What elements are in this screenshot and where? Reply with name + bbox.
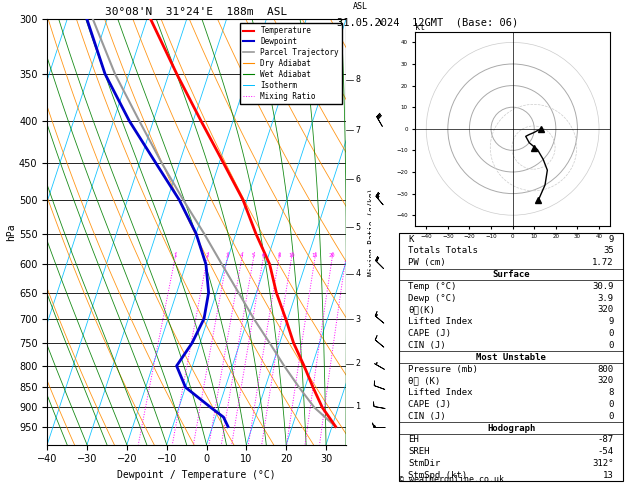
Text: 7: 7 <box>356 126 361 135</box>
Text: 10: 10 <box>288 253 295 259</box>
Text: 6: 6 <box>356 175 361 184</box>
Text: 35: 35 <box>603 246 614 256</box>
Text: PW (cm): PW (cm) <box>408 258 446 267</box>
Text: Mixing Ratio (g/kg): Mixing Ratio (g/kg) <box>369 188 377 276</box>
Text: 0: 0 <box>608 341 614 350</box>
Text: 6: 6 <box>262 253 265 259</box>
Text: Pressure (mb): Pressure (mb) <box>408 364 478 374</box>
Text: Dewp (°C): Dewp (°C) <box>408 294 457 303</box>
Text: Lifted Index: Lifted Index <box>408 388 473 397</box>
Text: -87: -87 <box>598 435 614 444</box>
Text: 8: 8 <box>356 75 361 84</box>
Text: 320: 320 <box>598 306 614 314</box>
Text: Surface: Surface <box>493 270 530 279</box>
Text: 800: 800 <box>598 364 614 374</box>
Text: 31.05.2024  12GMT  (Base: 06): 31.05.2024 12GMT (Base: 06) <box>337 17 518 27</box>
Text: 8: 8 <box>608 388 614 397</box>
Text: 312°: 312° <box>593 459 614 468</box>
Text: Temp (°C): Temp (°C) <box>408 282 457 291</box>
Text: 2: 2 <box>206 253 209 259</box>
Text: 1.72: 1.72 <box>593 258 614 267</box>
Text: 4: 4 <box>240 253 243 259</box>
Text: kt: kt <box>415 22 425 32</box>
Text: Most Unstable: Most Unstable <box>476 353 546 362</box>
Text: Lifted Index: Lifted Index <box>408 317 473 326</box>
Text: 20: 20 <box>329 253 335 259</box>
Text: 0: 0 <box>608 412 614 421</box>
Title: 30°08'N  31°24'E  188m  ASL: 30°08'N 31°24'E 188m ASL <box>106 7 287 17</box>
Text: StmDir: StmDir <box>408 459 440 468</box>
Text: EH: EH <box>408 435 419 444</box>
Text: 3: 3 <box>356 315 361 324</box>
Text: 0: 0 <box>608 400 614 409</box>
Text: Hodograph: Hodograph <box>487 423 535 433</box>
Text: © weatheronline.co.uk: © weatheronline.co.uk <box>399 474 504 484</box>
Text: km
ASL: km ASL <box>353 0 367 11</box>
Text: -54: -54 <box>598 447 614 456</box>
Text: 3: 3 <box>226 253 229 259</box>
Text: 13: 13 <box>603 471 614 480</box>
Text: 5: 5 <box>252 253 255 259</box>
Text: 30.9: 30.9 <box>593 282 614 291</box>
Text: 2: 2 <box>356 359 361 368</box>
Text: 4: 4 <box>356 269 361 278</box>
Text: Totals Totals: Totals Totals <box>408 246 478 256</box>
Text: 320: 320 <box>598 376 614 385</box>
Y-axis label: hPa: hPa <box>6 223 16 241</box>
Text: CAPE (J): CAPE (J) <box>408 329 452 338</box>
X-axis label: Dewpoint / Temperature (°C): Dewpoint / Temperature (°C) <box>117 470 276 480</box>
Text: CAPE (J): CAPE (J) <box>408 400 452 409</box>
Text: 8: 8 <box>277 253 281 259</box>
Text: 9: 9 <box>608 317 614 326</box>
Text: 5: 5 <box>356 223 361 232</box>
Text: θᴄ(K): θᴄ(K) <box>408 306 435 314</box>
Text: θᴄ (K): θᴄ (K) <box>408 376 440 385</box>
Text: 3.9: 3.9 <box>598 294 614 303</box>
Text: StmSpd (kt): StmSpd (kt) <box>408 471 467 480</box>
Text: K: K <box>408 235 414 243</box>
Text: 0: 0 <box>608 329 614 338</box>
Text: CIN (J): CIN (J) <box>408 341 446 350</box>
Text: 9: 9 <box>608 235 614 243</box>
Text: 1: 1 <box>356 402 361 412</box>
Text: 15: 15 <box>311 253 318 259</box>
Text: 1: 1 <box>174 253 177 259</box>
Text: SREH: SREH <box>408 447 430 456</box>
Text: CIN (J): CIN (J) <box>408 412 446 421</box>
Legend: Temperature, Dewpoint, Parcel Trajectory, Dry Adiabat, Wet Adiabat, Isotherm, Mi: Temperature, Dewpoint, Parcel Trajectory… <box>240 23 342 104</box>
